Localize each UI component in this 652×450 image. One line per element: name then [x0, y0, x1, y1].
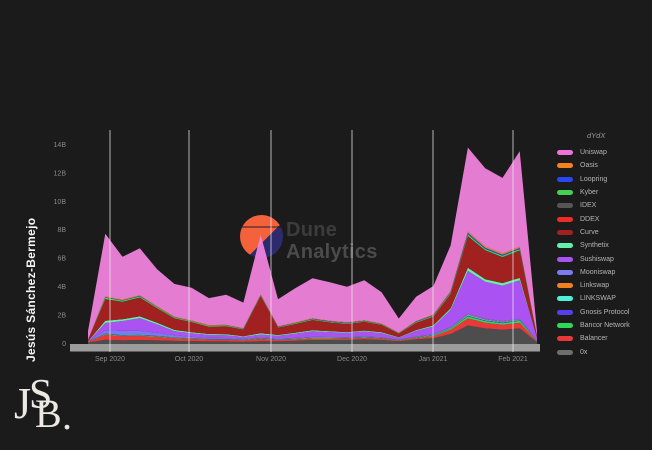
legend-item-curve[interactable]: Curve	[557, 226, 630, 239]
legend-item-ddex[interactable]: DDEX	[557, 212, 630, 225]
legend-label: LINKSWAP	[580, 295, 616, 303]
y-tick-label: 10B	[54, 199, 67, 206]
legend-label: Curve	[580, 228, 599, 236]
y-tick-label: 12B	[54, 170, 67, 177]
x-tick-label: Dec 2020	[337, 356, 367, 363]
legend-item-0x[interactable]: 0x	[557, 345, 630, 358]
legend-swatch	[557, 256, 573, 262]
legend-label: Synthetix	[580, 242, 609, 250]
legend-label: Oasis	[580, 162, 598, 170]
legend-swatch	[557, 296, 573, 302]
legend-item-oasis[interactable]: Oasis	[557, 159, 630, 172]
x-tick-label: Nov 2020	[256, 356, 286, 363]
legend-swatch	[557, 150, 573, 156]
legend-swatch	[557, 176, 573, 182]
legend-swatch	[557, 269, 573, 275]
legend-swatch	[557, 229, 573, 235]
legend-item-gnosis-protocol[interactable]: Gnosis Protocol	[557, 306, 630, 319]
watermark-line1: Dune	[286, 219, 338, 241]
legend-label: DDEX	[580, 215, 600, 223]
legend-label: Gnosis Protocol	[580, 308, 630, 316]
legend-item-idex[interactable]: IDEX	[557, 199, 630, 212]
chart-legend: dYdX Uniswap Oasis Loopring Kyber IDEX DDEX Cu…	[557, 131, 630, 359]
legend-label: Linkswap	[580, 282, 610, 290]
legend-label: Bancor Network	[580, 322, 630, 329]
dune-logo-divider	[242, 226, 281, 228]
legend-item-loopring[interactable]: Loopring	[557, 173, 630, 186]
monogram-letter-b: B	[35, 391, 62, 436]
y-tick-label: 8B	[57, 227, 66, 234]
monogram-period: .	[62, 393, 72, 438]
author-name-vertical: Jesús Sánchez-Bermejo	[24, 217, 38, 362]
legend-title: dYdX	[587, 131, 606, 140]
legend-label: IDEX	[580, 202, 597, 210]
y-tick-label: 0	[62, 341, 66, 348]
legend-swatch	[557, 283, 573, 289]
legend-swatch	[557, 309, 573, 315]
legend-item-linkswap[interactable]: Linkswap	[557, 279, 630, 292]
monogram-letter-s: S	[29, 372, 53, 418]
legend-label: 0x	[580, 348, 588, 356]
legend-label: Balancer	[580, 335, 608, 343]
legend-item-kyber[interactable]: Kyber	[557, 186, 630, 199]
watermark-text: Dune Analytics	[286, 219, 378, 263]
legend-swatch	[557, 349, 573, 355]
y-tick-label: 14B	[54, 142, 67, 149]
watermark-line2: Analytics	[286, 241, 378, 263]
x-tick-label: Sep 2020	[95, 356, 125, 363]
legend-swatch	[557, 190, 573, 196]
monogram-letter-j: J	[14, 379, 32, 428]
legend-item-uniswap[interactable]: Uniswap	[557, 146, 630, 159]
area-uniswap	[88, 147, 537, 340]
legend-swatch	[557, 243, 573, 249]
legend-item-mooniswap[interactable]: Mooniswap	[557, 266, 630, 279]
legend-item-sushiswap[interactable]: Sushiswap	[557, 252, 630, 265]
legend-item-synthetix[interactable]: Synthetix	[557, 239, 630, 252]
legend-label: Mooniswap	[580, 268, 616, 276]
area-0x	[88, 325, 537, 344]
y-tick-label: 4B	[57, 284, 66, 291]
y-tick-label: 6B	[57, 256, 66, 263]
legend-swatch	[557, 216, 573, 222]
legend-label: Loopring	[580, 175, 608, 183]
legend-item-bancor-network[interactable]: Bancor Network	[557, 319, 630, 332]
legend-label: Sushiswap	[580, 255, 614, 263]
legend-label: Uniswap	[580, 149, 607, 157]
legend-label: Kyber	[580, 189, 599, 197]
author-monogram: J S B .	[12, 372, 84, 442]
legend-swatch	[557, 336, 573, 342]
legend-items: Uniswap Oasis Loopring Kyber IDEX DDEX Curve Sy…	[557, 146, 630, 359]
legend-item-balancer[interactable]: Balancer	[557, 332, 630, 345]
legend-swatch	[557, 163, 573, 169]
legend-item-linkswap[interactable]: LINKSWAP	[557, 292, 630, 305]
y-tick-label: 2B	[57, 313, 66, 320]
legend-swatch	[557, 323, 573, 328]
legend-swatch	[557, 203, 573, 209]
area-curve	[88, 236, 537, 342]
axis-track[interactable]	[70, 344, 540, 352]
x-tick-label: Jan 2021	[419, 356, 448, 363]
x-tick-label: Feb 2021	[498, 356, 528, 363]
x-tick-label: Oct 2020	[175, 356, 204, 363]
